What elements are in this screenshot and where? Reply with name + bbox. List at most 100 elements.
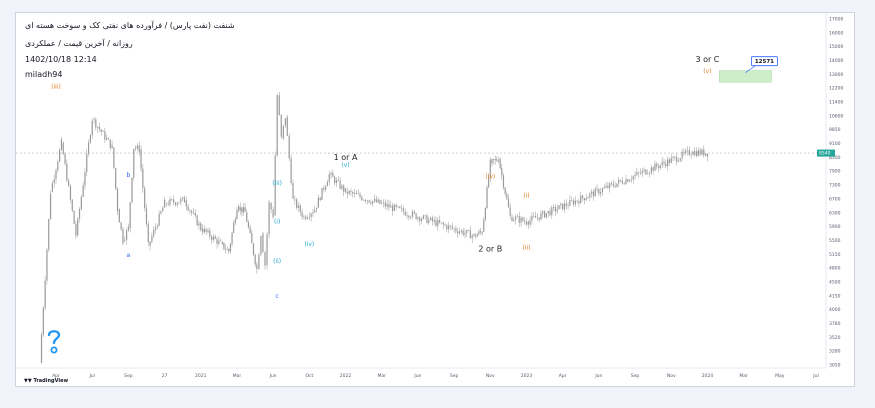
- candle-body: [569, 200, 571, 206]
- candle-body: [335, 180, 338, 184]
- candle-body: [241, 207, 243, 213]
- last-price-tag: 8540: [817, 149, 835, 157]
- candle-body: [113, 147, 115, 168]
- candle-body: [308, 216, 310, 218]
- candle-body: [481, 232, 483, 234]
- wave-label: (iv): [304, 241, 314, 248]
- candle-body: [147, 224, 149, 243]
- candle-body: [629, 180, 631, 182]
- candle-body: [303, 216, 305, 217]
- time-tick-label: Nov: [667, 373, 676, 379]
- candle-body: [379, 199, 381, 204]
- candle-body: [133, 148, 135, 178]
- candle-body: [60, 139, 63, 150]
- candle-body: [326, 181, 329, 187]
- candle-body: [670, 158, 672, 163]
- candle-body: [254, 254, 256, 265]
- candle-body: [614, 185, 616, 187]
- candle-body: [364, 199, 367, 202]
- candle-body: [107, 138, 110, 140]
- candle-body: [654, 163, 656, 171]
- candle-body: [499, 158, 501, 169]
- candle-body: [118, 209, 120, 223]
- time-tick-label: May: [775, 373, 785, 379]
- target-label: 12571: [755, 59, 774, 65]
- candles: [40, 91, 709, 364]
- candle-body: [323, 187, 325, 190]
- time-tick-label: Jun: [413, 373, 421, 379]
- candle-body: [75, 223, 77, 236]
- candle-body: [40, 334, 43, 363]
- candle-body: [520, 217, 522, 223]
- candle-body: [229, 243, 232, 252]
- candle-body: [189, 210, 191, 211]
- price-tick-label: 4000: [829, 307, 841, 313]
- candle-body: [77, 218, 79, 236]
- candle-body: [228, 249, 230, 252]
- candle-body: [706, 153, 709, 157]
- candle-body: [183, 197, 186, 203]
- candle-body: [460, 230, 462, 232]
- candle-body: [607, 185, 609, 188]
- candle-body: [408, 215, 410, 218]
- wave-label: (i): [274, 218, 280, 225]
- price-tick-label: 7900: [829, 169, 841, 175]
- candle-body: [116, 188, 119, 212]
- candle-body: [182, 197, 184, 199]
- candle-body: [91, 120, 93, 136]
- candle-body: [69, 186, 72, 200]
- candle-body: [491, 159, 493, 164]
- candle-body: [571, 200, 573, 201]
- candle-body: [697, 150, 699, 156]
- price-axis[interactable]: 17000 16000 15000 14000 13000 12200 11400 10600…: [829, 17, 843, 369]
- time-tick-label: Sep: [450, 373, 459, 379]
- candle-body: [685, 150, 687, 153]
- candle-body: [679, 158, 681, 161]
- candle-body: [529, 220, 531, 225]
- candle-body: [78, 209, 81, 219]
- candle-body: [258, 254, 260, 270]
- candle-body: [55, 170, 57, 179]
- candle-body: [501, 168, 503, 176]
- price-chart[interactable]: 17000 16000 15000 14000 13000 12200 11400 10600…: [16, 13, 854, 386]
- wave-label: (iii): [51, 84, 61, 91]
- candle-body: [444, 224, 446, 226]
- time-axis[interactable]: Apr Jul Sep 27 2021 Mar Jun Oct 2022 Mar Jun Sep Nov…: [52, 373, 819, 379]
- candle-body: [236, 210, 238, 220]
- candle-body: [325, 186, 327, 190]
- candle-body: [154, 227, 157, 230]
- candle-body: [688, 149, 690, 155]
- candle-body: [589, 193, 591, 198]
- candle-body: [330, 172, 332, 175]
- candle-body: [415, 213, 417, 219]
- candle-body: [466, 229, 468, 233]
- price-tick-label: 6700: [829, 196, 841, 202]
- candle-body: [419, 217, 421, 222]
- wave-label: (i): [523, 192, 529, 199]
- candle-body: [305, 216, 307, 219]
- candle-body: [610, 183, 613, 184]
- price-tick-label: 3520: [829, 335, 841, 341]
- app-logo[interactable]: [47, 330, 61, 354]
- price-tick-label: 4150: [829, 293, 841, 299]
- candle-body: [609, 183, 611, 188]
- candle-body: [511, 216, 513, 222]
- tradingview-icon: ▼▼: [24, 378, 32, 384]
- price-tick-label: 3050: [829, 363, 841, 369]
- candle-body: [299, 205, 301, 213]
- candle-body: [401, 208, 403, 209]
- price-tick-label: 16000: [829, 30, 843, 36]
- candle-body: [439, 220, 441, 223]
- candle-body: [167, 203, 169, 205]
- candle-body: [527, 221, 529, 225]
- candle-body: [314, 209, 316, 213]
- tradingview-brand[interactable]: ▼▼ TradingView: [24, 378, 68, 384]
- candle-body: [82, 185, 84, 197]
- chart-title: شنفت (نفت پارس) / فرآورده های نفتی کک و …: [25, 21, 235, 30]
- wave-degree-label: 3 or C: [695, 55, 719, 64]
- candle-body: [127, 226, 129, 231]
- candle-body: [645, 169, 647, 175]
- chart-author: miladh94: [25, 70, 63, 79]
- candle-body: [328, 173, 330, 182]
- candle-body: [545, 213, 547, 218]
